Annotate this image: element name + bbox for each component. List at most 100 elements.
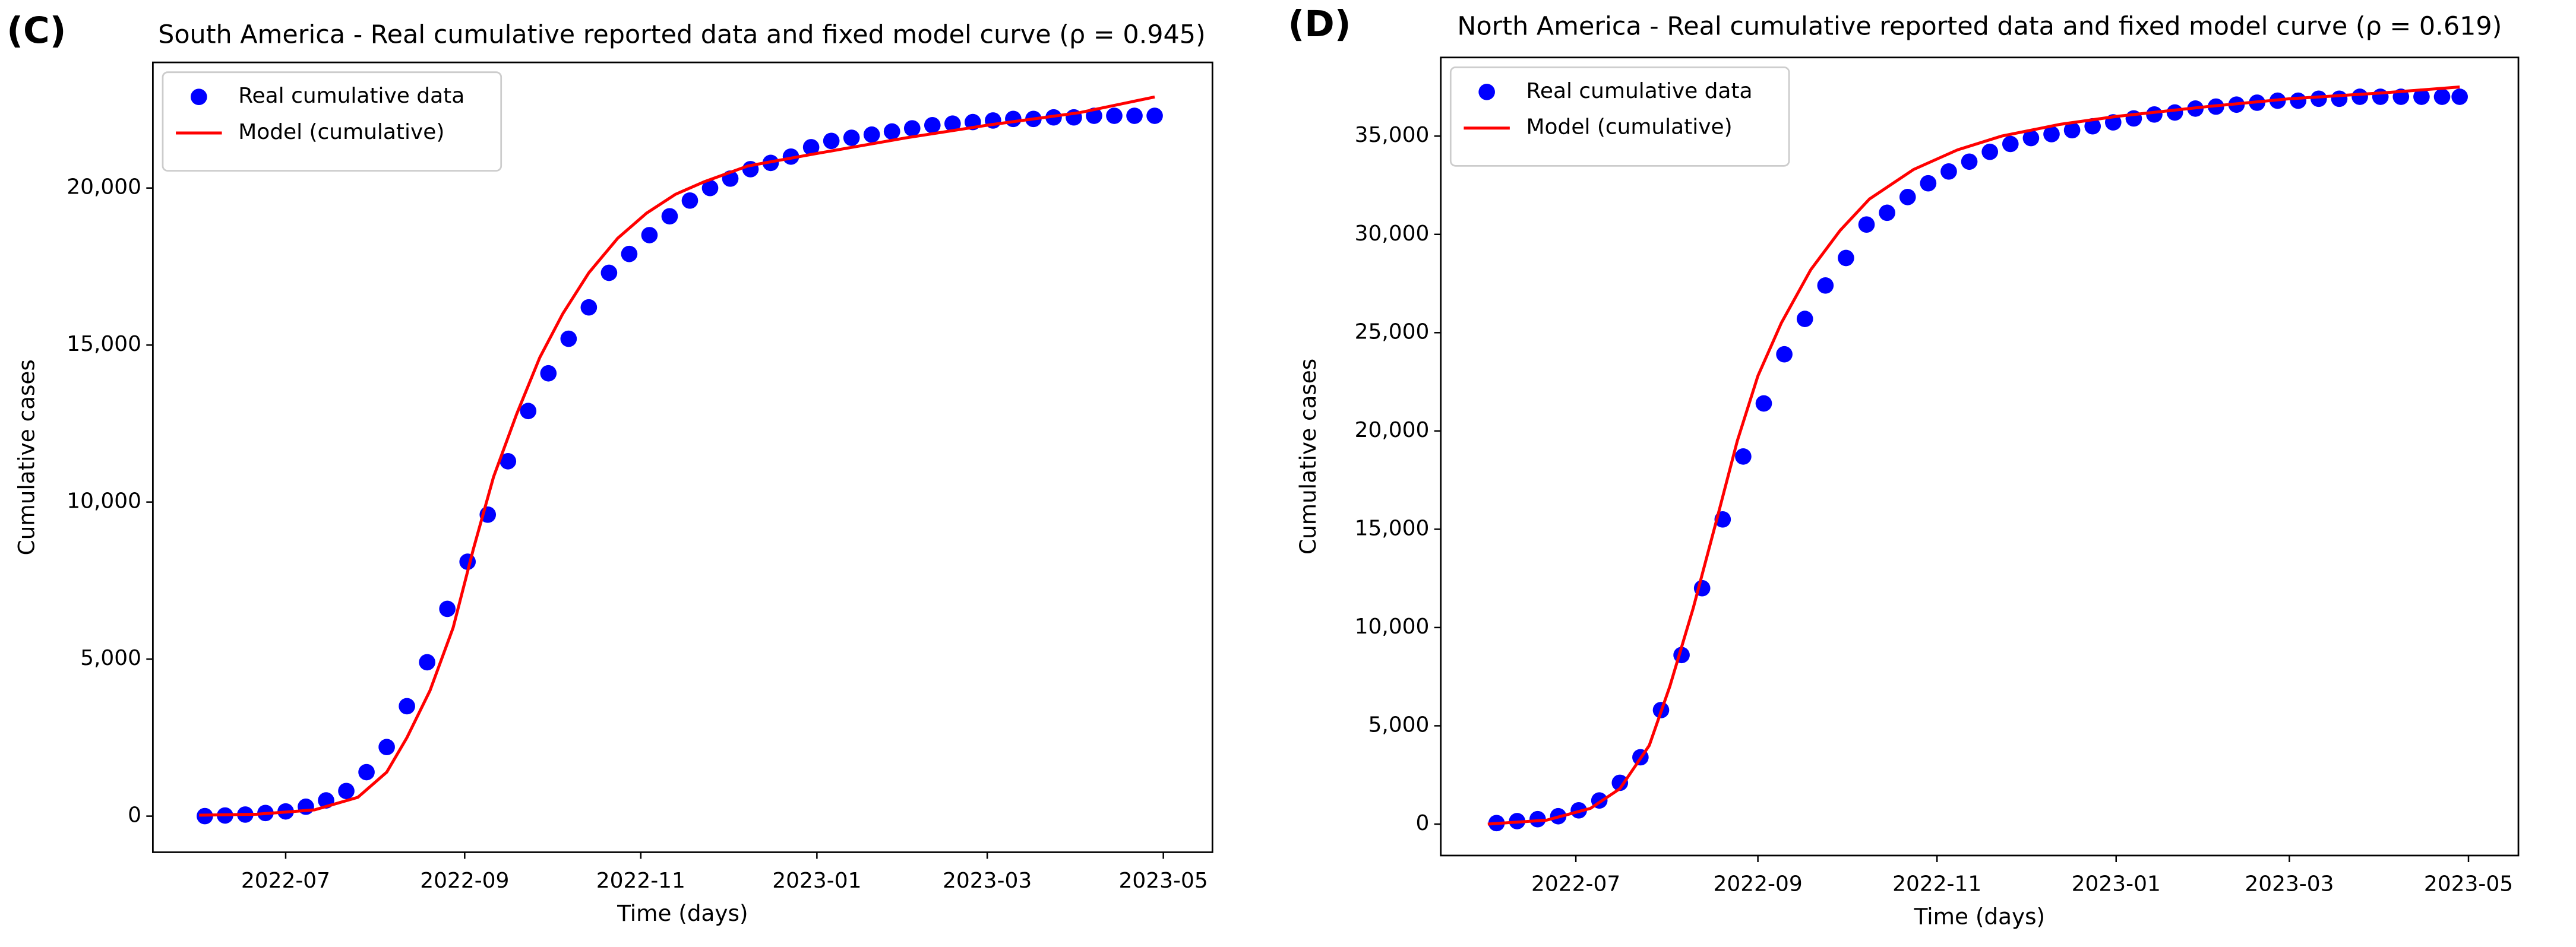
data-point — [1899, 189, 1916, 205]
data-point — [641, 227, 658, 243]
data-point — [358, 764, 375, 781]
data-point — [2433, 88, 2451, 105]
data-point — [1106, 107, 1123, 124]
legend-box — [162, 71, 502, 172]
data-point — [298, 798, 314, 815]
x-tick-label: 2022-07 — [241, 869, 330, 893]
data-point — [863, 126, 880, 143]
y-tick-label: 5,000 — [80, 646, 141, 670]
data-point — [1961, 153, 1978, 170]
x-tick-label: 2022-09 — [1714, 872, 1803, 897]
y-tick-label: 10,000 — [67, 489, 141, 514]
data-point — [378, 739, 395, 756]
axes-frame — [1440, 56, 2520, 857]
data-point — [2022, 129, 2040, 147]
x-tick-label: 2022-09 — [420, 869, 509, 893]
x-tick-label: 2022-11 — [596, 869, 685, 893]
legend: Real cumulative data Model (cumulative) — [1449, 66, 1790, 167]
data-point — [2351, 88, 2368, 105]
data-point — [2451, 88, 2468, 105]
panel-label: (D) — [1288, 4, 1351, 45]
y-tick-label: 30,000 — [1355, 221, 1430, 246]
data-point — [621, 245, 638, 262]
y-tick-label: 15,000 — [67, 332, 141, 356]
data-point — [2290, 92, 2307, 109]
data-point — [681, 192, 698, 209]
data-point — [2372, 88, 2389, 105]
y-tick-label: 20,000 — [67, 175, 141, 199]
model-line — [199, 95, 1155, 817]
data-point — [823, 132, 840, 150]
data-point — [1796, 311, 1813, 327]
data-point — [1817, 277, 1834, 294]
chart-title: North America - Real cumulative reported… — [1457, 12, 2502, 42]
legend-label: Real cumulative data — [238, 84, 464, 108]
x-tick-label: 2022-07 — [1531, 872, 1620, 897]
data-point — [1735, 448, 1752, 465]
chart-title: South America - Real cumulative reported… — [158, 20, 1206, 49]
data-point — [701, 179, 719, 197]
data-point — [1611, 774, 1629, 791]
y-tick-label: 0 — [128, 803, 141, 828]
x-tick-label: 2023-01 — [772, 869, 861, 893]
legend-marker — [190, 88, 207, 106]
data-point — [782, 148, 799, 165]
data-point — [540, 365, 557, 382]
data-point — [1879, 204, 1895, 221]
axes-frame — [151, 61, 1213, 853]
legend: Real cumulative data Model (cumulative) — [162, 71, 502, 172]
data-point — [560, 330, 577, 347]
y-tick-label: 0 — [1415, 811, 1429, 835]
y-tick-label: 15,000 — [1355, 516, 1430, 540]
legend-label: Model (cumulative) — [1526, 115, 1733, 140]
y-axis-label: Cumulative cases — [14, 359, 40, 555]
data-point — [2311, 90, 2327, 107]
data-point — [1146, 107, 1163, 124]
data-point — [2043, 126, 2060, 142]
y-tick-label: 25,000 — [1355, 319, 1430, 344]
data-point — [2331, 90, 2348, 107]
x-tick-label: 2023-03 — [943, 869, 1032, 893]
x-tick-label: 2023-05 — [1119, 869, 1208, 893]
legend-marker — [1478, 84, 1495, 100]
data-point — [2166, 104, 2183, 121]
data-point — [1838, 249, 1854, 267]
y-tick-label: 20,000 — [1355, 418, 1430, 442]
data-point — [1005, 110, 1022, 128]
data-point — [1776, 346, 1793, 363]
legend-label: Real cumulative data — [1526, 79, 1753, 103]
data-point — [661, 208, 678, 225]
x-tick-label: 2023-05 — [2424, 872, 2513, 897]
data-point — [2084, 118, 2101, 135]
data-point — [500, 453, 517, 470]
data-point — [600, 264, 618, 281]
data-point — [883, 123, 900, 140]
data-point — [903, 120, 921, 137]
data-point — [802, 139, 820, 156]
data-point — [843, 129, 860, 146]
y-tick-label: 10,000 — [1355, 615, 1430, 639]
x-tick-label: 2023-03 — [2245, 872, 2334, 897]
x-axis-label: Time (days) — [1914, 904, 2045, 930]
x-tick-label: 2023-01 — [2072, 872, 2161, 897]
panel: (D) North America - Real cumulative repor… — [1288, 4, 2520, 930]
y-tick-label: 5,000 — [1368, 712, 1429, 737]
data-point — [2413, 88, 2430, 105]
data-point — [924, 117, 941, 134]
data-point — [1126, 107, 1143, 124]
data-point — [419, 654, 435, 671]
data-point — [1920, 175, 1937, 192]
x-axis-label: Time (days) — [617, 900, 748, 926]
data-point — [520, 403, 537, 420]
data-point — [399, 698, 415, 715]
data-point — [2063, 122, 2081, 139]
y-axis-label: Cumulative cases — [1295, 359, 1321, 555]
panel-label: (C) — [7, 10, 66, 52]
legend-label: Model (cumulative) — [238, 120, 444, 144]
data-point — [2002, 135, 2019, 153]
data-point — [580, 299, 598, 316]
data-point — [338, 783, 355, 800]
model-line — [1487, 85, 2460, 826]
x-tick-label: 2022-11 — [1892, 872, 1981, 897]
